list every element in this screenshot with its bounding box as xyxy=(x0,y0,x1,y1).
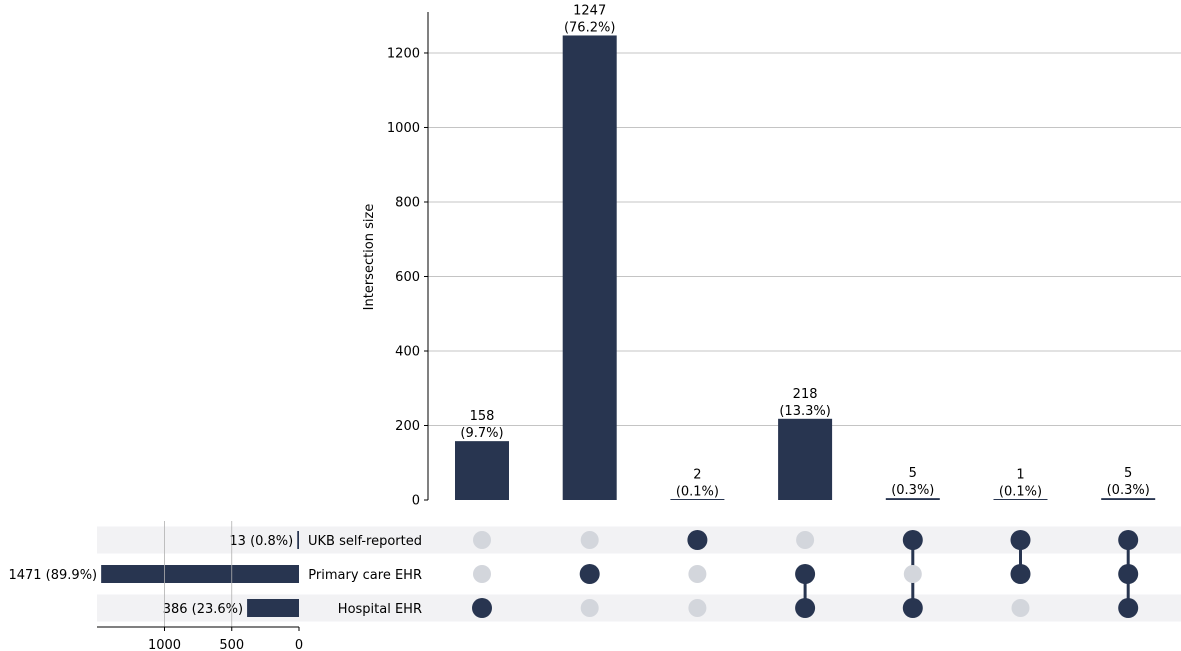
set-name-label: UKB self-reported xyxy=(308,534,422,549)
intersection-bar-labels: 158 (9.7%) 1247 (76.2%) 2 (0.1%) 218 (13.3%) 5 (0… xyxy=(460,3,1149,499)
bar-count-label: 5 xyxy=(909,466,917,481)
set-size-axis: 1000 500 0 xyxy=(97,521,303,651)
intersection-bar xyxy=(455,441,509,500)
y-tick-label: 1200 xyxy=(387,46,420,61)
bar-count-label: 158 xyxy=(470,409,495,424)
bar-percent-label: (0.3%) xyxy=(1107,483,1150,498)
matrix-dot-active xyxy=(795,564,816,584)
bar-percent-label: (13.3%) xyxy=(779,404,830,419)
matrix-dot-active xyxy=(1010,564,1031,584)
bar-percent-label: (76.2%) xyxy=(564,20,615,35)
matrix-dot-active xyxy=(579,564,600,584)
set-size-label: 13 (0.8%) xyxy=(229,534,293,549)
set-size-bar xyxy=(247,599,299,617)
matrix-dot-active xyxy=(472,598,492,618)
matrix-dot-inactive xyxy=(473,531,491,549)
matrix-dot-active xyxy=(1118,598,1139,618)
matrix-dot-active xyxy=(795,598,816,618)
intersection-bar xyxy=(562,35,617,501)
intersection-bar xyxy=(778,418,833,500)
matrix-dot-active xyxy=(902,598,923,618)
set-size-tick-label: 500 xyxy=(219,638,244,651)
gridlines xyxy=(428,52,1181,426)
set-size-tick-label: 1000 xyxy=(148,638,181,651)
bar-percent-label: (0.3%) xyxy=(891,483,934,498)
intersection-bar xyxy=(993,499,1048,500)
set-name-label: Hospital EHR xyxy=(338,602,422,617)
intersection-bar xyxy=(670,499,725,500)
matrix-dot-active xyxy=(1118,530,1139,550)
set-size-label: 1471 (89.9%) xyxy=(8,568,97,583)
matrix-dot-inactive xyxy=(688,599,707,617)
y-tick-label: 200 xyxy=(395,419,420,434)
set-size-label: 386 (23.6%) xyxy=(163,602,243,617)
y-axis-label: Intersection size xyxy=(362,204,377,311)
matrix-dot-inactive xyxy=(580,531,599,549)
bar-count-label: 218 xyxy=(793,387,818,402)
bar-count-label: 2 xyxy=(693,467,701,482)
intersection-bar xyxy=(1101,498,1156,500)
matrix-dot-inactive xyxy=(1011,599,1030,617)
set-name-label: Primary care EHR xyxy=(308,568,422,583)
set-size-bar xyxy=(297,531,299,549)
set-size-bar xyxy=(101,565,299,583)
bar-percent-label: (0.1%) xyxy=(999,485,1042,500)
matrix-dot-active xyxy=(1010,530,1031,550)
matrix-dot-inactive xyxy=(473,565,491,583)
matrix-dot-inactive xyxy=(903,565,922,583)
matrix-dot-inactive xyxy=(688,565,707,583)
set-name-labels: UKB self-reported Primary care EHR Hospita… xyxy=(308,534,422,617)
matrix-dot-inactive xyxy=(796,531,815,549)
y-tick-label: 400 xyxy=(395,344,420,359)
bar-count-label: 1247 xyxy=(573,3,606,18)
intersection-bars xyxy=(455,35,1156,501)
y-tick-label: 600 xyxy=(395,270,420,285)
bar-count-label: 1 xyxy=(1016,468,1024,483)
matrix-dot-inactive xyxy=(580,599,599,617)
y-tick-label: 800 xyxy=(395,195,420,210)
matrix-dot-active xyxy=(687,530,708,550)
y-axis: 0 200 400 600 800 1000 1200 xyxy=(387,12,429,509)
matrix-dot-active xyxy=(902,530,923,550)
intersection-matrix xyxy=(472,530,1139,618)
bar-percent-label: (9.7%) xyxy=(460,426,503,441)
intersection-bar xyxy=(885,498,940,500)
bar-count-label: 5 xyxy=(1124,466,1132,481)
bar-percent-label: (0.1%) xyxy=(676,484,719,499)
set-size-tick-label: 0 xyxy=(295,638,303,651)
y-tick-label: 1000 xyxy=(387,121,420,136)
y-tick-label: 0 xyxy=(412,494,420,509)
matrix-dot-active xyxy=(1118,564,1139,584)
set-size-bars: 13 (0.8%) 1471 (89.9%) 386 (23.6%) xyxy=(8,531,299,617)
row-shade-0 xyxy=(97,526,1181,554)
